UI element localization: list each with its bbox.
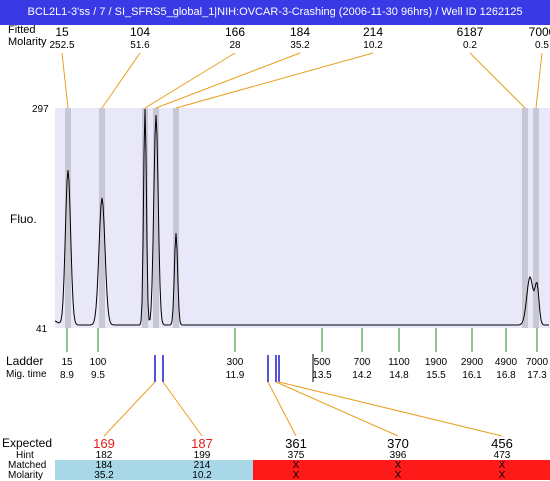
fitted-peak-connector (535, 52, 543, 109)
ladder-size: 1900 (424, 357, 448, 368)
hint-size: 375 (287, 450, 305, 461)
fitted-peak-connector (101, 52, 141, 109)
fitted-peak-molarity: 0.5 (535, 40, 549, 51)
expected-connector (267, 381, 297, 437)
hint-size: 473 (493, 450, 511, 461)
ladder-mig-time: 11.9 (225, 370, 245, 381)
expected-size: 169 (93, 436, 115, 451)
hint-size: 396 (389, 450, 407, 461)
hint-label: Hint (16, 450, 34, 461)
matched-size: X (394, 460, 402, 471)
hint-size: 199 (193, 450, 211, 461)
fitted-peak-molarity: 10.2 (363, 40, 383, 51)
molarity-row-label: Molarity (8, 36, 47, 48)
ladder-size: 7000 (525, 357, 549, 368)
mig-time-label: Mig. time (6, 369, 47, 380)
expected-size: 187 (191, 436, 213, 451)
expected-label: Expected (2, 436, 53, 450)
fitted-peak-size: 104 (129, 25, 151, 39)
ladder-size: 300 (226, 357, 244, 368)
fitted-peak-size: 6187 (456, 25, 484, 39)
peak-band (99, 108, 105, 328)
fitted-peak-connector (155, 52, 301, 109)
matched-bar-missing (253, 460, 550, 480)
ladder-size: 15 (61, 357, 73, 368)
ladder-mig-time: 16.8 (496, 370, 516, 381)
peak-band (173, 108, 179, 328)
ladder-mig-time: 8.9 (60, 370, 74, 381)
matched-molarity: 35.2 (94, 470, 114, 481)
ladder-mig-time: 15.5 (426, 370, 446, 381)
fitted-row-label: Fitted (8, 24, 36, 36)
fitted-peak-connector (469, 52, 526, 109)
expected-connector (103, 381, 156, 437)
expected-connector (162, 381, 203, 437)
matched-label: Matched (8, 460, 47, 471)
peak-band (153, 108, 159, 328)
matched-molarity: X (394, 470, 402, 481)
fitted-peak-molarity: 252.5 (49, 40, 75, 51)
fitted-peak-connector (175, 52, 374, 109)
ladder-size: 4900 (494, 357, 518, 368)
molarity-bottom-label: Molarity (8, 470, 44, 481)
hint-size: 182 (95, 450, 113, 461)
matched-molarity: 10.2 (192, 470, 212, 481)
ladder-mig-time: 14.8 (389, 370, 409, 381)
fitted-peak-size: 15 (55, 25, 69, 39)
fitted-peak-size: 7000 (528, 25, 550, 39)
matched-bar-ok (55, 460, 253, 480)
expected-size: 456 (491, 436, 513, 451)
ladder-size: 700 (353, 357, 371, 368)
matched-molarity: X (498, 470, 506, 481)
ladder-mig-time: 14.2 (352, 370, 372, 381)
expected-size: 370 (387, 436, 409, 451)
fitted-peak-molarity: 35.2 (290, 40, 310, 51)
fitted-peak-molarity: 28 (229, 40, 241, 51)
matched-size: 184 (95, 460, 113, 471)
expected-connector (278, 381, 503, 437)
expected-size: 361 (285, 436, 307, 451)
peak-band (533, 108, 539, 328)
ladder-size: 500 (313, 357, 331, 368)
ladder-mig-time: 9.5 (91, 370, 105, 381)
matched-size: X (292, 460, 300, 471)
fitted-peak-size: 166 (224, 25, 246, 39)
expected-connector (275, 381, 399, 437)
peak-band (142, 108, 148, 328)
matched-molarity: X (292, 470, 300, 481)
ladder-label: Ladder (6, 354, 44, 368)
window-title: BCL2L1-3'ss / 7 / SI_SFRS5_global_1|NIH:… (0, 0, 550, 25)
matched-size: X (498, 460, 506, 471)
fitted-peak-connector (144, 52, 236, 109)
ladder-mig-time: 16.1 (462, 370, 482, 381)
fluorescence-trace (54, 108, 549, 326)
fitted-peak-connector (61, 52, 69, 109)
peak-band (522, 108, 528, 328)
plot-area (55, 108, 550, 328)
ladder-size: 1100 (388, 357, 410, 368)
y-axis-label: Fluo. (10, 212, 37, 226)
fitted-peak-molarity: 51.6 (130, 40, 150, 51)
fitted-peak-size: 214 (362, 25, 384, 39)
matched-size: 214 (193, 460, 211, 471)
ladder-mig-time: 13.5 (312, 370, 332, 381)
fitted-peak-molarity: 0.2 (463, 40, 477, 51)
y-min-label: 41 (36, 324, 48, 335)
y-max-label: 297 (32, 104, 49, 115)
ladder-size: 100 (89, 357, 107, 368)
peak-band (65, 108, 71, 328)
ladder-mig-time: 17.3 (527, 370, 547, 381)
ladder-size: 2900 (460, 357, 484, 368)
fitted-peak-size: 184 (289, 25, 311, 39)
